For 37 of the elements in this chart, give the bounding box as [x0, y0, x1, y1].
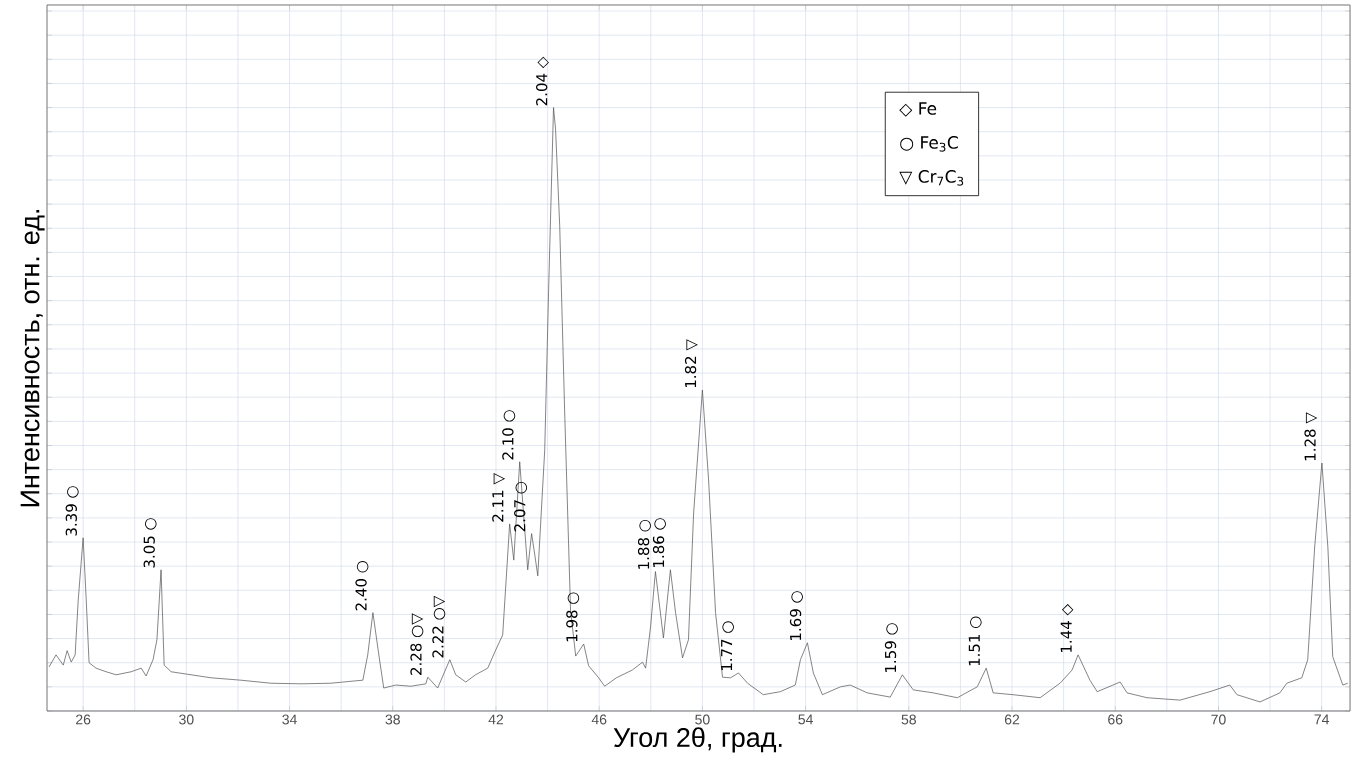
- x-axis-title: Угол 2θ, град.: [613, 727, 782, 753]
- annotation: 2.11 ▽: [492, 473, 506, 522]
- annotation: ▽ Cr$_{7}$C$_{3}$: [899, 170, 964, 186]
- x-tick-label: 38: [385, 714, 400, 725]
- annotation: 2.04 ◇: [536, 56, 550, 106]
- x-tick-label: 62: [1004, 714, 1020, 725]
- annotation: 2.28 ○▽: [410, 613, 424, 675]
- annotation: 1.86 ○: [652, 518, 666, 567]
- x-tick-label: 34: [282, 714, 297, 725]
- annotation: 1.88 ○: [637, 519, 651, 569]
- x-tick-label: 46: [591, 714, 607, 725]
- x-tick-label: 70: [1211, 714, 1226, 725]
- x-tick-label: 66: [1108, 714, 1123, 725]
- annotation: 1.98 ○: [566, 592, 580, 642]
- x-tick-label: 26: [76, 714, 91, 725]
- annotation: 1.59 ○: [884, 623, 898, 672]
- annotation: ◇ Fe: [899, 102, 937, 117]
- x-tick-label: 74: [1314, 714, 1330, 725]
- x-tick-label: 30: [179, 714, 194, 725]
- annotation: 2.40 ○: [355, 561, 369, 611]
- y-axis-title: Интенсивность, отн. ед.: [20, 209, 45, 507]
- annotation: 3.05 ○: [143, 518, 157, 568]
- annotation: 1.28 ▽: [1304, 412, 1318, 461]
- annotation: ○ Fe$_{3}$C: [900, 136, 958, 152]
- annotation: 1.82 ▽: [684, 339, 698, 388]
- annotation: 2.07 ○: [514, 481, 528, 532]
- x-tick-label: 50: [695, 714, 710, 725]
- annotation: 1.51 ○: [968, 616, 982, 666]
- x-tick-label: 42: [488, 714, 504, 725]
- annotation: 1.69 ○: [789, 591, 803, 640]
- x-tick-label: 58: [901, 714, 916, 725]
- annotation: 1.77 ○: [721, 621, 734, 671]
- annotation: 3.39 ○: [65, 486, 79, 536]
- annotation: 2.22 ○▽: [432, 595, 446, 658]
- annotation: 1.44 ◇: [1060, 604, 1074, 653]
- annotation: 2.10 ○: [502, 410, 516, 460]
- x-tick-label: 54: [798, 714, 813, 725]
